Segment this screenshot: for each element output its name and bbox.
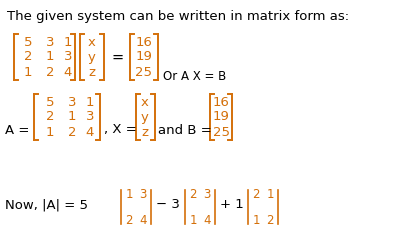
Text: 1: 1 — [252, 213, 260, 227]
Text: z: z — [89, 66, 96, 78]
Text: Or A X = B: Or A X = B — [163, 69, 226, 83]
Text: 1: 1 — [68, 111, 76, 123]
Text: , X =: , X = — [104, 123, 137, 136]
Text: 3: 3 — [68, 96, 76, 108]
Text: − 3: − 3 — [156, 198, 180, 212]
Text: 5: 5 — [46, 96, 54, 108]
Text: Now, |A| = 5: Now, |A| = 5 — [5, 198, 88, 212]
Text: 3: 3 — [64, 51, 72, 63]
Text: 4: 4 — [64, 66, 72, 78]
Text: and B =: and B = — [158, 123, 212, 136]
Text: 1: 1 — [64, 36, 72, 48]
Text: 16: 16 — [135, 36, 152, 48]
Text: 2: 2 — [46, 66, 54, 78]
Text: 19: 19 — [135, 51, 152, 63]
Text: 1: 1 — [24, 66, 32, 78]
Text: 1: 1 — [189, 213, 197, 227]
Text: 2: 2 — [252, 188, 260, 201]
Text: 4: 4 — [139, 213, 147, 227]
Text: 1: 1 — [86, 96, 94, 108]
Text: + 1: + 1 — [220, 198, 244, 212]
Text: x: x — [88, 36, 96, 48]
Text: 1: 1 — [266, 188, 274, 201]
Text: 5: 5 — [24, 36, 32, 48]
Text: 25: 25 — [212, 126, 229, 138]
Text: 19: 19 — [212, 111, 229, 123]
Text: 25: 25 — [135, 66, 152, 78]
Text: 2: 2 — [266, 213, 274, 227]
Text: 4: 4 — [86, 126, 94, 138]
Text: 1: 1 — [125, 188, 133, 201]
Text: 16: 16 — [212, 96, 229, 108]
Text: 1: 1 — [46, 126, 54, 138]
Text: A =: A = — [5, 123, 29, 136]
Text: 3: 3 — [86, 111, 94, 123]
Text: 2: 2 — [68, 126, 76, 138]
Text: x: x — [141, 96, 149, 108]
Text: The given system can be written in matrix form as:: The given system can be written in matri… — [7, 10, 349, 23]
Text: 2: 2 — [46, 111, 54, 123]
Text: 3: 3 — [139, 188, 146, 201]
Text: 3: 3 — [203, 188, 211, 201]
Text: z: z — [141, 126, 148, 138]
Text: 2: 2 — [189, 188, 197, 201]
Text: =: = — [112, 50, 124, 65]
Text: y: y — [88, 51, 96, 63]
Text: 1: 1 — [46, 51, 54, 63]
Text: 4: 4 — [203, 213, 211, 227]
Text: 3: 3 — [46, 36, 54, 48]
Text: y: y — [141, 111, 149, 123]
Text: 2: 2 — [24, 51, 32, 63]
Text: 2: 2 — [125, 213, 133, 227]
